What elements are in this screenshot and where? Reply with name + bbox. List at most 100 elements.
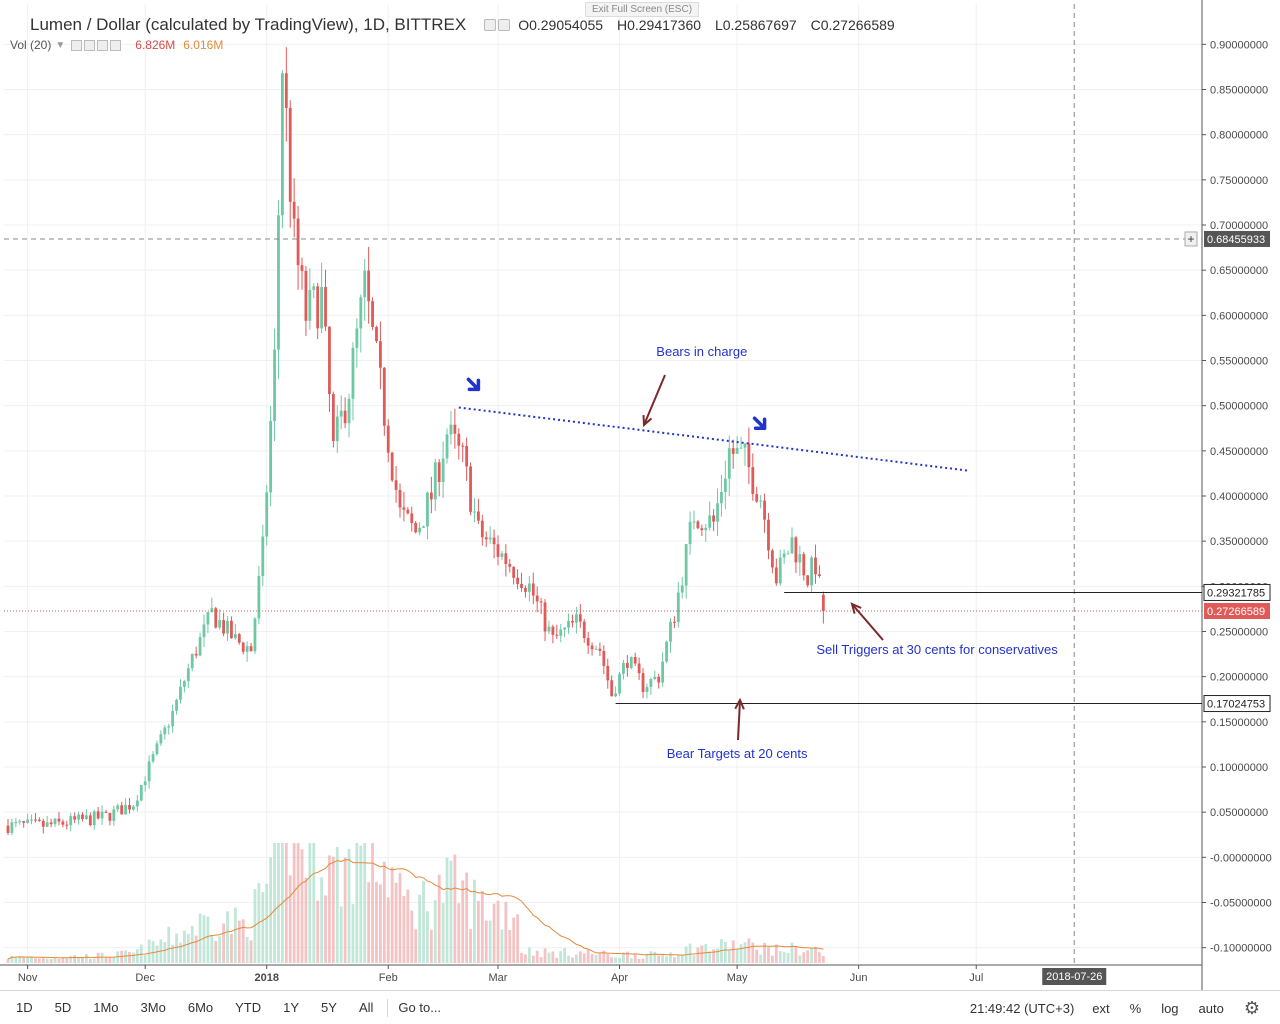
volume-bar	[324, 895, 327, 963]
candle-body	[402, 507, 406, 510]
candle-body	[802, 554, 806, 576]
ext-toggle[interactable]: ext	[1092, 1000, 1110, 1016]
candle-body	[696, 521, 700, 529]
goto-date-button[interactable]: Go to...	[398, 1000, 442, 1015]
candle-body	[69, 816, 73, 826]
price-tick-label: 0.25000000	[1210, 626, 1268, 638]
timeframe-all[interactable]: All	[358, 1000, 374, 1015]
volume-bar	[206, 916, 210, 963]
volume-bar	[179, 942, 182, 963]
candle-body	[449, 424, 453, 435]
volume-bar	[480, 890, 484, 963]
candle-body	[245, 646, 249, 652]
candle-body	[755, 494, 759, 502]
settings-icon[interactable]	[84, 39, 96, 51]
arrow-icon	[737, 699, 741, 741]
volume-bar	[265, 883, 269, 963]
crosshair-date-label: 2018-07-26	[1046, 971, 1102, 983]
timeframe-1mo[interactable]: 1Mo	[93, 1000, 119, 1015]
candle-body	[774, 567, 778, 584]
candle-body	[222, 620, 225, 634]
auto-toggle[interactable]: auto	[1198, 1000, 1224, 1016]
volume-bar	[778, 951, 782, 963]
volume-bar	[539, 957, 543, 963]
candle-body	[14, 822, 18, 824]
candle-body	[543, 602, 547, 632]
crosshair-add-button[interactable]	[1184, 231, 1198, 247]
volume-bar	[308, 843, 312, 963]
volume-bar	[96, 952, 100, 963]
volume-bar	[85, 954, 88, 963]
volume-bar	[739, 944, 743, 963]
candle-body	[720, 491, 723, 504]
eye-icon[interactable]	[484, 19, 497, 31]
candle-body	[61, 821, 65, 825]
volume-bar	[367, 882, 371, 963]
candle-body	[657, 676, 661, 683]
volume-bar	[445, 857, 449, 963]
timeframe-5d[interactable]: 5D	[54, 1000, 72, 1015]
volume-bar	[320, 877, 323, 963]
candle-body	[433, 462, 437, 500]
candle-body	[363, 270, 367, 298]
candle-body	[551, 626, 555, 635]
price-tick-label: -0.10000000	[1210, 943, 1272, 955]
volume-bar	[214, 941, 218, 963]
chart-area[interactable]: 0.90000000 0.85000000 0.80000000 0.75000000…	[0, 0, 1280, 990]
candle-body	[355, 328, 359, 348]
volume-bar	[461, 880, 465, 963]
price-chart[interactable]: 0.90000000 0.85000000 0.80000000 0.75000000…	[0, 0, 1280, 990]
candle-body	[135, 800, 139, 807]
volume-bar	[457, 903, 461, 963]
volume-bar	[496, 900, 500, 963]
volume-bar	[351, 904, 355, 963]
volume-bar	[155, 945, 159, 963]
clock[interactable]: 21:49:42 (UTC+3)	[969, 1000, 1075, 1016]
candle-body	[186, 668, 190, 682]
delete-icon[interactable]	[97, 39, 109, 51]
header-controls[interactable]	[484, 19, 511, 31]
volume-legend: Vol (20) ▼ 6.826M 6.016M	[10, 38, 223, 52]
candle-body	[210, 608, 214, 613]
price-tick-label: 0.20000000	[1210, 672, 1268, 684]
percent-toggle[interactable]: %	[1129, 1000, 1142, 1016]
timeframe-ytd[interactable]: YTD	[235, 1000, 262, 1015]
volume-bar	[563, 948, 567, 963]
candle-body	[120, 805, 124, 815]
gear-icon[interactable]: ⚙	[1243, 997, 1260, 1018]
volume-bar	[676, 954, 680, 963]
timeframe-6mo[interactable]: 6Mo	[187, 1000, 214, 1015]
candle-body	[716, 503, 719, 522]
volume-bar	[755, 949, 759, 963]
timeframe-1d[interactable]: 1D	[16, 1000, 33, 1015]
volume-bar	[798, 955, 802, 963]
arrow-icon	[851, 603, 884, 641]
volume-bar	[465, 872, 469, 963]
candle-body	[645, 686, 649, 693]
log-toggle[interactable]: log	[1161, 1000, 1179, 1016]
volume-bar	[112, 957, 116, 963]
candle-body	[688, 521, 692, 545]
candle-body	[281, 73, 284, 216]
candle-body	[575, 614, 578, 623]
volume-bar	[712, 949, 715, 963]
timeframe-1y[interactable]: 1Y	[283, 1000, 300, 1015]
volume-bar	[696, 947, 700, 963]
crosshair-price-label: 0.68455933	[1207, 234, 1265, 246]
chart-header: Lumen / Dollar (calculated by TradingVie…	[0, 14, 895, 36]
chevron-down-icon[interactable]: ▼	[55, 39, 66, 51]
volume-bar	[100, 952, 104, 963]
volume-bar	[520, 952, 523, 963]
eye-icon[interactable]	[71, 39, 83, 51]
more-icon[interactable]	[110, 39, 122, 51]
time-tick-label: Jul	[969, 972, 983, 984]
time-tick-label: 2018	[254, 972, 278, 984]
arrow-icon	[734, 697, 745, 710]
exit-fullscreen-button[interactable]: Exit Full Screen (ESC)	[585, 2, 700, 17]
volume-bar	[610, 957, 614, 963]
volume-bar	[175, 933, 178, 963]
timeframe-5y[interactable]: 5Y	[321, 1000, 337, 1015]
timeframe-3mo[interactable]: 3Mo	[140, 1000, 166, 1015]
settings-icon[interactable]	[498, 19, 511, 31]
volume-bar	[194, 935, 198, 963]
